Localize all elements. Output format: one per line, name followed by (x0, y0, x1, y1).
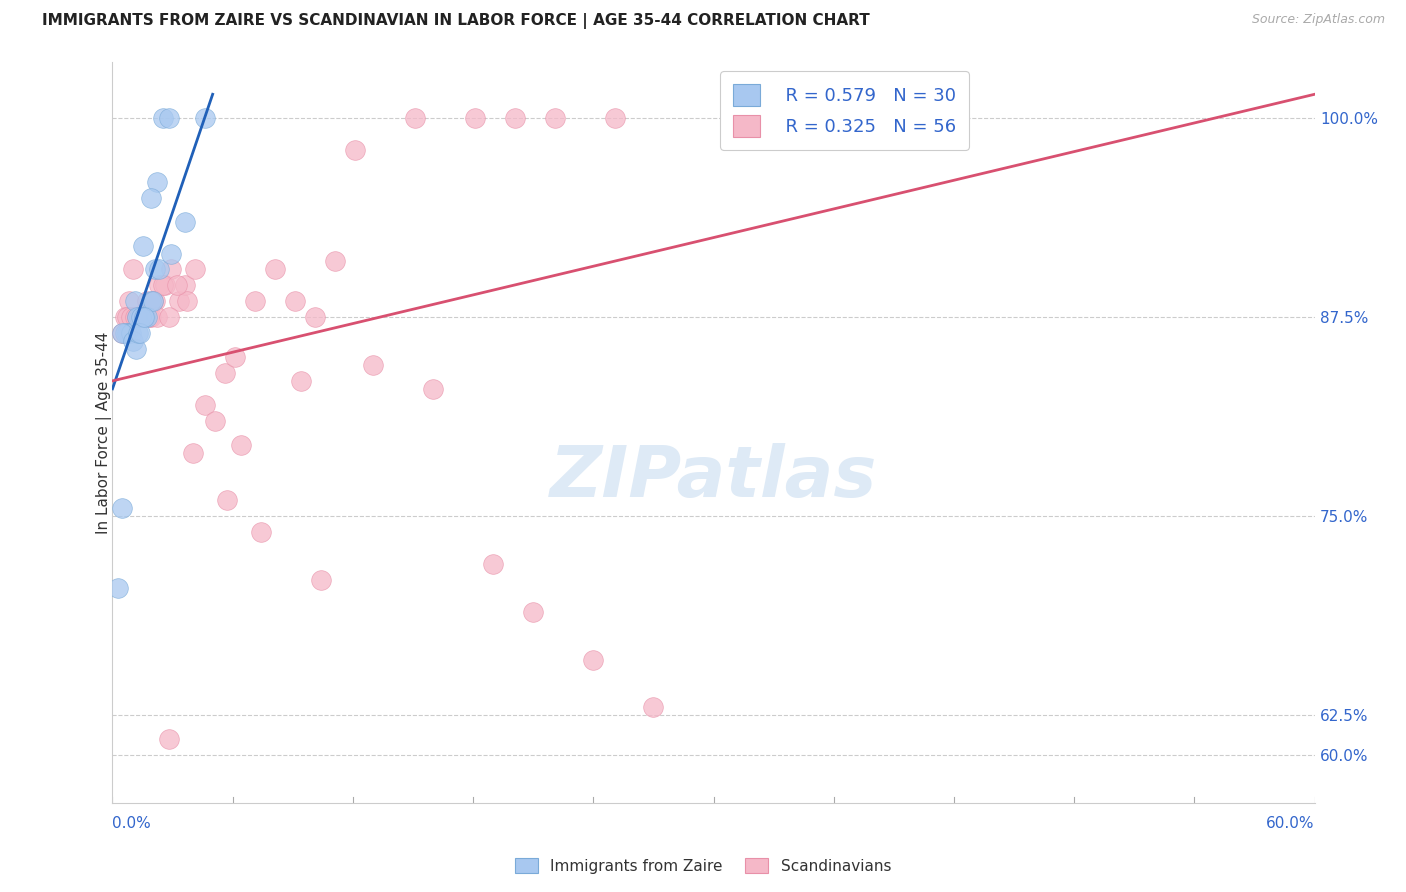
Point (115, 326, 138, 340)
Point (139, 310, 162, 325)
Point (139, 191, 162, 205)
Point (181, 445, 204, 459)
Point (464, 111, 486, 125)
Point (503, 111, 526, 125)
Text: ZIPatlas: ZIPatlas (550, 442, 877, 511)
Text: 60.0%: 60.0% (1267, 815, 1315, 830)
Point (148, 278, 170, 293)
Point (152, 111, 174, 125)
Text: Source: ZipAtlas.com: Source: ZipAtlas.com (1251, 13, 1385, 27)
Point (643, 700, 665, 714)
Point (107, 581, 129, 595)
Point (135, 294, 157, 309)
Point (132, 310, 155, 325)
Point (143, 262, 166, 277)
Point (173, 278, 195, 293)
Point (131, 238, 153, 252)
Point (482, 557, 505, 571)
Text: IMMIGRANTS FROM ZAIRE VS SCANDINAVIAN IN LABOR FORCE | AGE 35-44 CORRELATION CHA: IMMIGRANTS FROM ZAIRE VS SCANDINAVIAN IN… (42, 13, 870, 29)
Point (166, 278, 188, 293)
Point (323, 254, 346, 268)
Point (111, 326, 134, 340)
Point (229, 437, 252, 451)
Point (194, 398, 217, 412)
Point (139, 294, 162, 309)
Point (125, 310, 148, 325)
Point (134, 310, 156, 325)
Point (157, 732, 180, 747)
Point (159, 246, 181, 260)
Point (153, 278, 176, 293)
Point (128, 310, 150, 325)
Point (290, 374, 312, 388)
Point (124, 310, 146, 325)
Legend: Immigrants from Zaire, Scandinavians: Immigrants from Zaire, Scandinavians (509, 852, 897, 880)
Legend:   R = 0.579   N = 30,   R = 0.325   N = 56: R = 0.579 N = 30, R = 0.325 N = 56 (720, 71, 969, 150)
Point (127, 326, 149, 340)
Point (120, 326, 142, 340)
Point (145, 310, 167, 325)
Point (128, 326, 150, 340)
Point (145, 175, 167, 189)
Point (159, 262, 181, 277)
Point (176, 294, 198, 309)
Point (135, 310, 157, 325)
Point (141, 294, 163, 309)
Point (522, 605, 544, 619)
Point (141, 294, 163, 309)
Point (117, 294, 139, 309)
Point (544, 111, 567, 125)
Point (605, 111, 627, 125)
Point (304, 310, 326, 325)
Point (422, 382, 444, 396)
Point (173, 214, 195, 228)
Point (120, 310, 142, 325)
Point (115, 310, 138, 325)
Point (148, 262, 170, 277)
Point (152, 278, 174, 293)
Point (124, 342, 146, 356)
Point (224, 350, 246, 364)
Point (249, 525, 271, 540)
Point (284, 294, 307, 309)
Point (111, 326, 134, 340)
Point (263, 262, 285, 277)
Point (183, 262, 205, 277)
Point (243, 294, 266, 309)
Point (309, 573, 332, 587)
Point (129, 310, 152, 325)
Point (214, 366, 236, 380)
Y-axis label: In Labor Force | Age 35-44: In Labor Force | Age 35-44 (96, 332, 112, 533)
Point (582, 652, 605, 666)
Point (404, 111, 426, 125)
Point (124, 294, 146, 309)
Point (204, 414, 226, 428)
Point (125, 310, 148, 325)
Point (117, 326, 139, 340)
Point (157, 111, 180, 125)
Point (143, 294, 166, 309)
Point (361, 358, 384, 372)
Point (121, 262, 143, 277)
Point (114, 326, 136, 340)
Point (157, 310, 180, 325)
Text: 0.0%: 0.0% (112, 815, 152, 830)
Point (111, 501, 134, 516)
Point (128, 310, 150, 325)
Point (167, 294, 190, 309)
Point (134, 310, 156, 325)
Point (215, 493, 238, 508)
Point (131, 310, 153, 325)
Point (114, 310, 136, 325)
Point (121, 334, 143, 348)
Point (138, 310, 160, 325)
Point (343, 143, 366, 157)
Point (194, 111, 217, 125)
Point (129, 310, 152, 325)
